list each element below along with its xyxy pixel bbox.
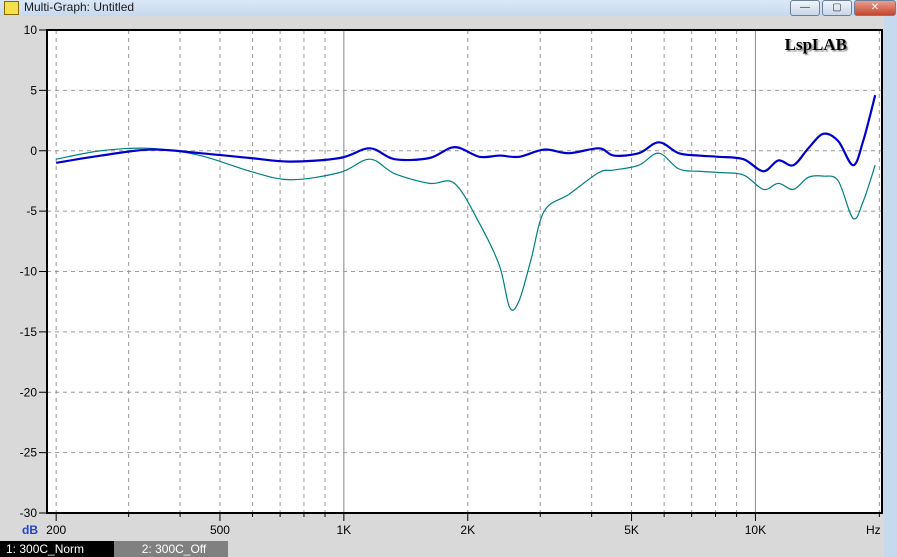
y-axis-unit: dB	[22, 523, 38, 537]
x-tick-label: 5K	[624, 523, 639, 537]
close-button[interactable]: ✕	[854, 0, 896, 16]
title-bar: Multi-Graph: Untitled — ▢ ✕	[0, 0, 897, 16]
y-tick-label: -10	[20, 265, 38, 279]
legend-item-series-1[interactable]: 1: 300C_Norm	[0, 541, 114, 557]
legend-item-series-2[interactable]: 2: 300C_Off	[114, 541, 228, 557]
y-tick-label: -5	[26, 204, 37, 218]
y-tick-label: -30	[20, 506, 38, 520]
series-line-2	[56, 147, 876, 311]
maximize-button[interactable]: ▢	[822, 0, 852, 16]
y-tick-label: -20	[20, 385, 38, 399]
window-frame	[884, 16, 897, 557]
y-tick-label: 5	[30, 83, 37, 97]
window-title: Multi-Graph: Untitled	[24, 0, 135, 14]
x-tick-label: 1K	[337, 523, 352, 537]
x-tick-label: 2K	[460, 523, 475, 537]
legend: 1: 300C_Norm 2: 300C_Off	[0, 541, 228, 557]
app-icon	[4, 1, 19, 15]
x-tick-label: 200	[46, 523, 66, 537]
y-tick-label: 0	[30, 144, 37, 158]
y-tick-label: -25	[20, 446, 38, 460]
x-tick-label: 10K	[745, 523, 766, 537]
frequency-response-chart: 10 5 0 -5 -10 -15 -20 -25 -30 200 500 1K 2K 5K 10K Lsp…	[20, 23, 883, 537]
logo: LspLAB	[785, 35, 847, 54]
series-line-1	[55, 94, 877, 173]
y-tick-label: -15	[20, 325, 38, 339]
x-axis-unit: Hz	[866, 523, 881, 537]
minimize-button[interactable]: —	[790, 0, 820, 16]
x-tick-label: 500	[210, 523, 230, 537]
y-tick-label: 10	[24, 23, 38, 37]
